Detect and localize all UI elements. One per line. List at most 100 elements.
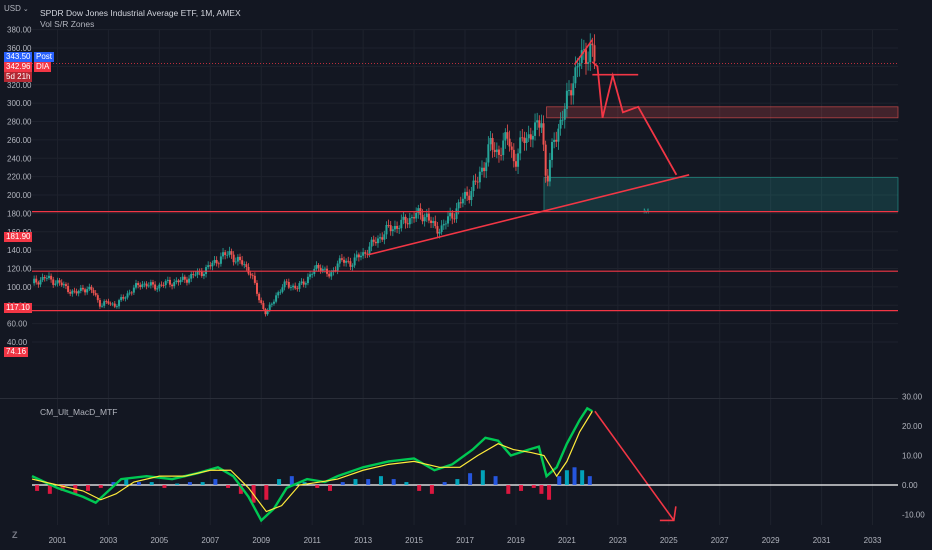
candle-body [357, 254, 360, 258]
macd-y-tick-label: 0.00 [902, 481, 918, 490]
candle-body [309, 274, 312, 277]
y-tick-label: 320.00 [7, 81, 32, 90]
projection-path [591, 61, 678, 176]
candle-body [287, 281, 290, 288]
candle-body [497, 149, 500, 155]
chart-title[interactable]: SPDR Dow Jones Industrial Average ETF, 1… [40, 8, 241, 18]
tradingview-logo[interactable]: Z [12, 530, 18, 540]
candle-body [349, 261, 352, 267]
candle-body [340, 258, 343, 260]
candle-body [559, 119, 562, 129]
candle-body [521, 137, 524, 139]
level-tag-117: 117.10 [4, 303, 32, 313]
macd-hist-bar [547, 485, 552, 500]
candle-body [262, 303, 265, 309]
candle-body [107, 301, 110, 304]
candle-body [328, 273, 331, 277]
x-tick-label: 2015 [405, 536, 423, 545]
sr-zone [543, 177, 899, 212]
candle-body [451, 212, 454, 219]
indicator-label-vol-sr[interactable]: Vol S/R Zones [40, 19, 95, 29]
candle-body [236, 256, 239, 262]
candle-body [379, 237, 382, 239]
currency-selector[interactable]: USD ⌄ [4, 4, 29, 13]
y-tick-label: 220.00 [7, 173, 32, 182]
candle-body [523, 137, 526, 143]
candle-body [534, 122, 537, 136]
candle-body [222, 252, 225, 257]
candle-body [391, 229, 394, 232]
candle-body [149, 282, 152, 286]
candle-body [249, 273, 252, 276]
sr-zone [546, 106, 899, 119]
post-market-badge: Post [34, 52, 55, 62]
candle-body [94, 293, 97, 296]
candle-body [487, 144, 490, 163]
candle-body [423, 217, 426, 222]
candle-body [491, 138, 494, 150]
candle-body [483, 167, 486, 172]
y-tick-label: 240.00 [7, 154, 32, 163]
macd-y-tick-label: 30.00 [902, 393, 923, 402]
candle-body [275, 295, 278, 302]
macd-hist-bar [149, 482, 154, 485]
candle-body [381, 237, 384, 240]
x-tick-label: 2027 [711, 536, 729, 545]
x-tick-label: 2029 [762, 536, 780, 545]
candle-body [519, 137, 522, 154]
candle-body [355, 254, 358, 258]
candle-body [120, 297, 123, 301]
macd-series-line [31, 406, 593, 523]
x-tick-label: 2033 [864, 536, 882, 545]
candle-body [540, 123, 543, 128]
candle-body [50, 275, 53, 280]
indicator-label-macd[interactable]: CM_Ult_MacD_MTF [40, 407, 118, 417]
candle-body [529, 134, 532, 140]
candle-body [578, 63, 581, 67]
candle-body [90, 286, 93, 291]
currency-label: USD [4, 4, 21, 13]
x-tick-label: 2017 [456, 536, 474, 545]
candle-body [277, 292, 280, 296]
candle-body [517, 153, 520, 167]
candle-body [62, 284, 65, 286]
candle-body [177, 280, 180, 283]
candle-body [311, 273, 314, 275]
candle-body [101, 305, 104, 307]
macd-hist-bar [238, 485, 243, 494]
candle-body [39, 280, 42, 285]
macd-hist-bar [98, 485, 103, 488]
pane-separator[interactable] [0, 398, 898, 399]
candle-body [402, 216, 405, 220]
arrow-head [659, 506, 677, 522]
candle-body [457, 202, 460, 209]
candle-body [154, 284, 157, 290]
candle-body [41, 277, 44, 281]
candle-body [105, 301, 108, 303]
candle-body [408, 218, 411, 225]
candle-body [300, 281, 303, 284]
candle-body [292, 285, 295, 288]
candle-body [268, 304, 271, 311]
macd-hist-bar [35, 485, 40, 491]
macd-hist-bar [587, 476, 592, 485]
y-tick-label: 180.00 [7, 209, 32, 218]
macd-hist-bar [417, 485, 422, 491]
macd-hist-bar [539, 485, 544, 494]
macd-hist-bar [519, 485, 524, 491]
candle-body [56, 280, 59, 284]
candle-body [362, 252, 365, 256]
candle-body [128, 292, 131, 294]
macd-hist-bar [328, 485, 333, 491]
macd-hist-bar [378, 476, 383, 485]
candle-body [179, 279, 182, 283]
candle-body [427, 213, 430, 221]
chevron-down-icon: ⌄ [22, 6, 29, 13]
candle-body [338, 258, 341, 264]
macd-hist-bar [468, 473, 473, 485]
candle-body [283, 281, 286, 288]
candle-body [270, 303, 273, 305]
candle-body [156, 288, 159, 290]
candle-body [183, 276, 186, 280]
